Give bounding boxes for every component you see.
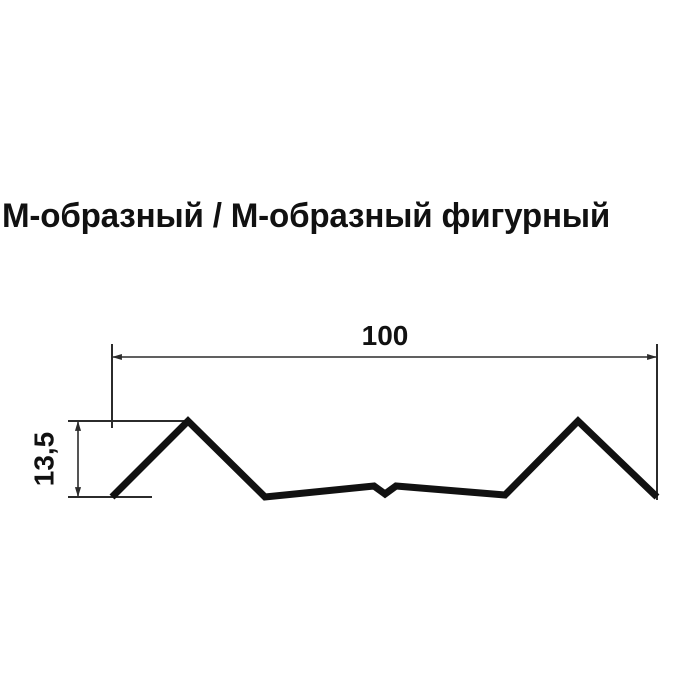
height-dimension: 13,5: [29, 421, 82, 497]
width-dimension: 100: [112, 320, 657, 361]
height-dimension-label: 13,5: [29, 432, 60, 487]
extension-lines: [68, 344, 658, 500]
m-profile-outline: [109, 416, 660, 501]
page-title: М-образный / М-образный фигурный: [2, 197, 611, 235]
width-dimension-label: 100: [362, 320, 409, 351]
